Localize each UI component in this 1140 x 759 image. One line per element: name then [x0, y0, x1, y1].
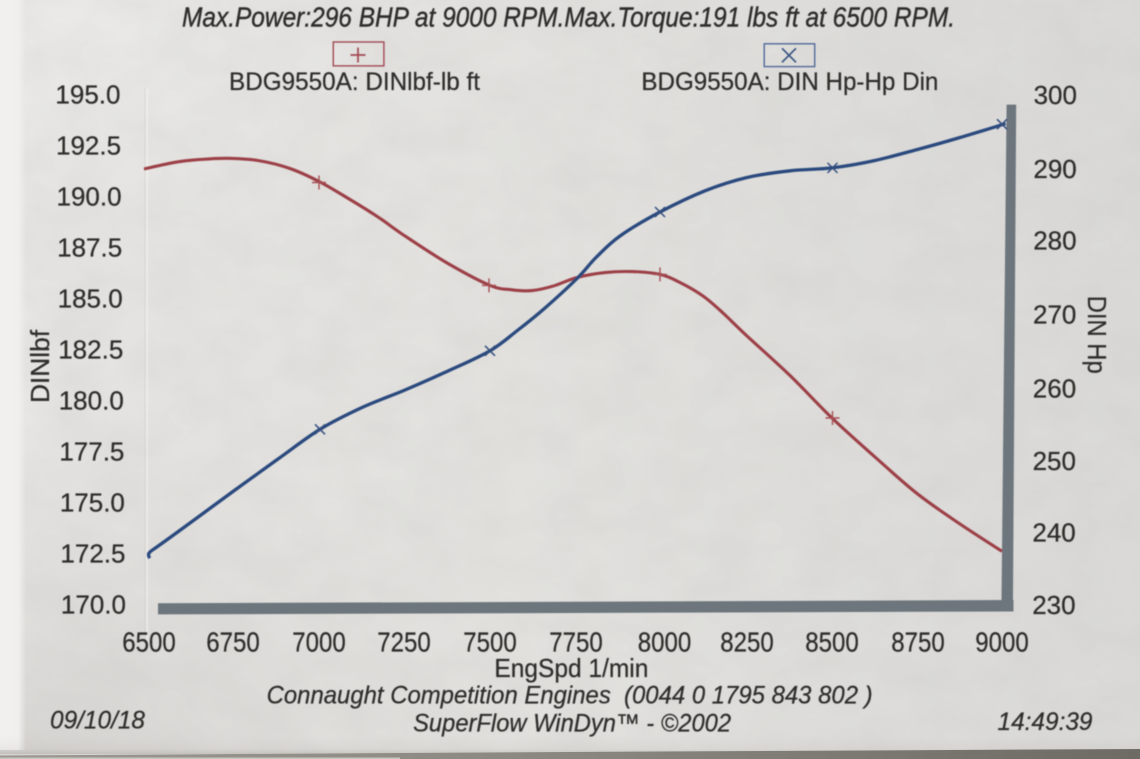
svg-text:230: 230: [1032, 590, 1075, 620]
svg-text:6500: 6500: [122, 626, 176, 657]
svg-text:240: 240: [1032, 518, 1075, 548]
svg-text:270: 270: [1033, 299, 1076, 329]
svg-text:BDG9550A: DINlbf-lb ft: BDG9550A: DINlbf-lb ft: [229, 68, 480, 96]
svg-text:290: 290: [1033, 154, 1076, 184]
svg-text:7500: 7500: [463, 626, 517, 657]
svg-text:BDG9550A: DIN Hp-Hp Din: BDG9550A: DIN Hp-Hp Din: [641, 68, 938, 96]
svg-text:180.0: 180.0: [59, 386, 124, 416]
svg-text:195.0: 195.0: [55, 80, 120, 110]
svg-text:170.0: 170.0: [61, 590, 126, 620]
svg-text:8000: 8000: [638, 626, 692, 657]
svg-text:14:49:39: 14:49:39: [998, 708, 1093, 736]
svg-text:177.5: 177.5: [59, 437, 124, 467]
svg-text:Max.Power:296 BHP at 9000 RPM.: Max.Power:296 BHP at 9000 RPM.Max.Torque…: [182, 1, 955, 32]
svg-text:300: 300: [1034, 80, 1077, 110]
svg-text:DIN Hp: DIN Hp: [1082, 296, 1112, 374]
svg-text:260: 260: [1033, 374, 1076, 404]
svg-text:7750: 7750: [549, 626, 603, 657]
svg-text:8250: 8250: [720, 626, 774, 657]
svg-text:7000: 7000: [292, 626, 346, 657]
svg-text:175.0: 175.0: [60, 488, 125, 518]
svg-text:280: 280: [1033, 226, 1076, 256]
svg-text:09/10/18: 09/10/18: [50, 707, 145, 735]
svg-text:182.5: 182.5: [58, 335, 123, 365]
svg-text:187.5: 187.5: [57, 233, 122, 263]
svg-text:EngSpd 1/min: EngSpd 1/min: [494, 653, 648, 683]
svg-text:190.0: 190.0: [57, 182, 122, 212]
svg-text:7250: 7250: [377, 626, 431, 657]
svg-text:250: 250: [1033, 446, 1076, 476]
svg-text:6750: 6750: [206, 626, 260, 657]
svg-text:185.0: 185.0: [58, 284, 123, 314]
svg-text:SuperFlow WinDyn™ - ©2002: SuperFlow WinDyn™ - ©2002: [413, 710, 731, 738]
svg-text:8750: 8750: [891, 626, 945, 657]
svg-text:DINlbf: DINlbf: [25, 329, 55, 403]
svg-text:192.5: 192.5: [56, 131, 121, 161]
svg-text:172.5: 172.5: [60, 539, 125, 569]
svg-text:9000: 9000: [975, 626, 1029, 657]
svg-text:Connaught Competition Engines: Connaught Competition Engines (0044 0 17…: [267, 682, 873, 710]
svg-text:8500: 8500: [805, 626, 859, 657]
